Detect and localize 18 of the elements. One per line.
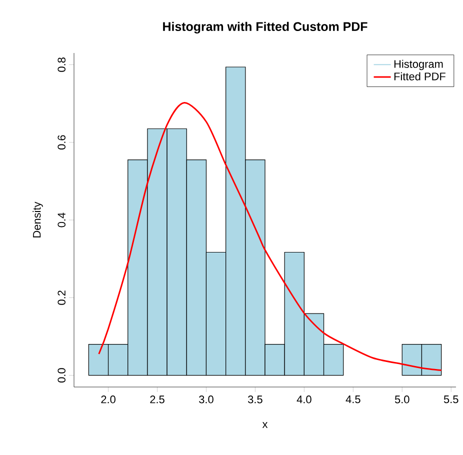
legend-label: Fitted PDF [394, 72, 446, 80]
y-axis-title: Density [32, 202, 43, 238]
x-tick-label: 3.0 [199, 396, 214, 404]
x-tick-label: 5.0 [394, 396, 410, 404]
x-tick-label: 2.0 [101, 396, 116, 404]
x-tick-label: 4.5 [346, 396, 360, 404]
x-tick-label: 5.5 [444, 396, 458, 404]
x-tick-label: 2.5 [150, 396, 164, 404]
x-tick-label: 4.0 [296, 396, 312, 404]
legend-label: Histogram [394, 60, 443, 70]
chart-title: Histogram with Fitted Custom PDF [163, 22, 368, 34]
x-tick-label: 3.5 [248, 396, 262, 404]
x-axis-title: x [262, 422, 268, 428]
y-tick-label: 0.4 [58, 212, 66, 228]
y-tick-label: 0.0 [58, 368, 66, 383]
y-tick-label: 0.8 [58, 58, 66, 72]
y-tick-label: 0.2 [58, 290, 66, 305]
y-tick-label: 0.6 [58, 135, 66, 150]
